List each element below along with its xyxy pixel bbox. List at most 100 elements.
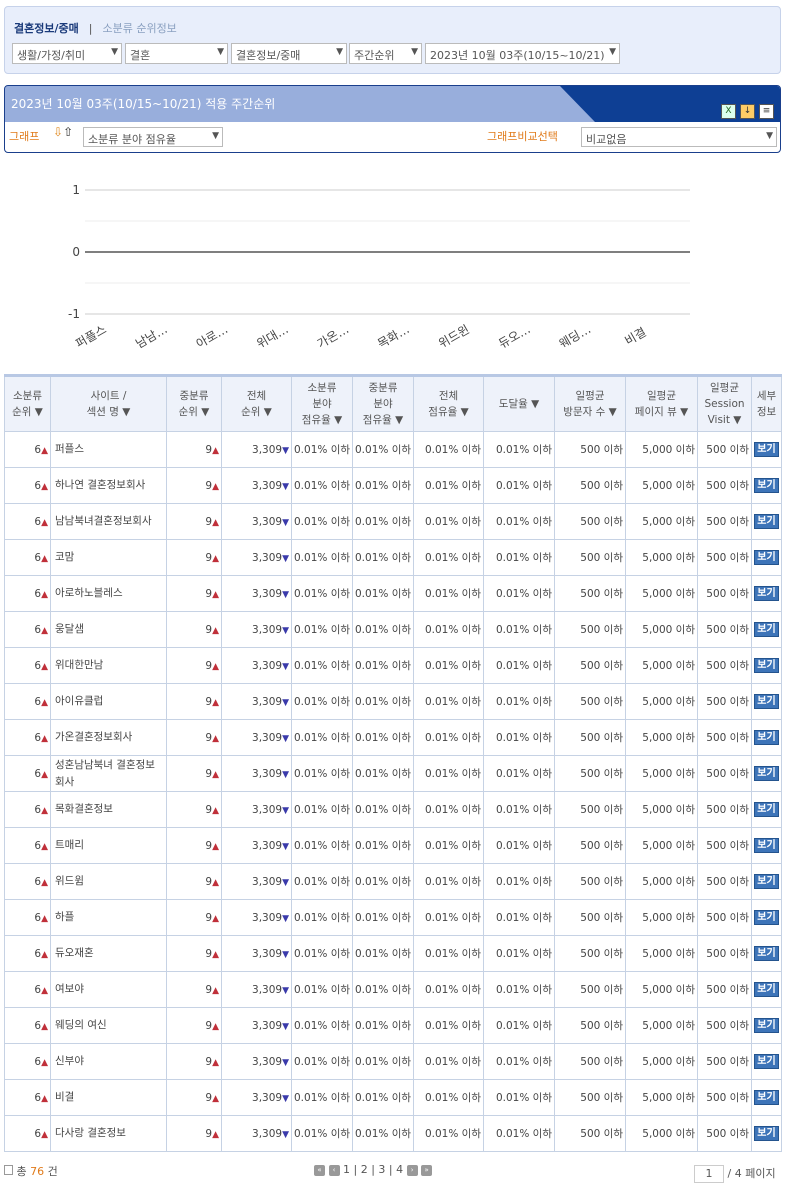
column-header[interactable]: 일평균 Session Visit ▼ (697, 375, 752, 432)
next-page-icon[interactable]: › (406, 1164, 418, 1176)
column-header[interactable]: 전체 점유율 ▼ (413, 375, 484, 432)
site-name[interactable]: 다사랑 결혼정보 (50, 1115, 167, 1152)
site-name[interactable]: 하플 (50, 899, 167, 936)
site-name[interactable]: 하나연 결혼정보회사 (50, 467, 167, 504)
small-rank: 6▲ (4, 863, 51, 900)
table-row: 6▲ 여보야 9▲ 3,309▼ 0.01% 이하 0.01% 이하 0.01%… (4, 971, 782, 1008)
view-detail-button[interactable]: 보기 (754, 658, 779, 673)
column-header[interactable]: 소분류 분야 점유율 ▼ (291, 375, 353, 432)
view-detail-button[interactable]: 보기 (754, 982, 779, 997)
x-tick-label: 목화… (375, 322, 412, 351)
column-header[interactable]: 소분류 순위 ▼ (4, 375, 51, 432)
download-icon[interactable]: ↓ (740, 104, 755, 119)
view-detail-button[interactable]: 보기 (754, 802, 779, 817)
small-rank: 6▲ (4, 899, 51, 936)
print-icon[interactable]: ≡ (759, 104, 774, 119)
category-mid-select[interactable]: 결혼 ▼ (125, 43, 228, 64)
sort-arrows-icon[interactable]: ⇩⇧ (53, 125, 74, 139)
view-detail-button[interactable]: 보기 (754, 1126, 779, 1141)
column-header[interactable]: 도달율 ▼ (483, 375, 555, 432)
site-name[interactable]: 듀오재혼 (50, 935, 167, 972)
small-rank: 6▲ (4, 575, 51, 612)
view-detail-button[interactable]: 보기 (754, 586, 779, 601)
small-share: 0.01% 이하 (291, 431, 353, 468)
view-detail-button[interactable]: 보기 (754, 874, 779, 889)
graph-metric-select[interactable]: 소분류 분야 점유율 ▼ (83, 127, 223, 147)
view-detail-button[interactable]: 보기 (754, 1054, 779, 1069)
site-name[interactable]: 코맘 (50, 539, 167, 576)
site-name[interactable]: 웅달샘 (50, 611, 167, 648)
site-name[interactable]: 위드윔 (50, 863, 167, 900)
small-share: 0.01% 이하 (291, 611, 353, 648)
site-name[interactable]: 신부야 (50, 1043, 167, 1080)
mid-share: 0.01% 이하 (352, 971, 414, 1008)
view-detail-button[interactable]: 보기 (754, 838, 779, 853)
week-select[interactable]: 2023년 10월 03주(10/15~10/21) ▼ (425, 43, 620, 64)
session-visit: 500 이하 (697, 1043, 752, 1080)
view-detail-button[interactable]: 보기 (754, 946, 779, 961)
prev-page-icon[interactable]: ‹ (328, 1164, 340, 1176)
column-header[interactable]: 일평균 페이지 뷰 ▼ (625, 375, 698, 432)
session-visit: 500 이하 (697, 827, 752, 864)
visitors: 500 이하 (554, 719, 626, 756)
site-name[interactable]: 아로하노블레스 (50, 575, 167, 612)
page-input[interactable]: 1 (694, 1165, 724, 1183)
view-detail-button[interactable]: 보기 (754, 550, 779, 565)
small-rank: 6▲ (4, 539, 51, 576)
reach: 0.01% 이하 (483, 899, 555, 936)
view-detail-button[interactable]: 보기 (754, 442, 779, 457)
site-name[interactable]: 퍼플스 (50, 431, 167, 468)
view-detail-button[interactable]: 보기 (754, 622, 779, 637)
small-rank: 6▲ (4, 1079, 51, 1116)
category-large-select[interactable]: 생활/가정/취미 ▼ (12, 43, 122, 64)
site-name[interactable]: 위대한만남 (50, 647, 167, 684)
view-detail-button[interactable]: 보기 (754, 766, 779, 781)
session-visit: 500 이하 (697, 1115, 752, 1152)
mid-rank: 9▲ (166, 971, 222, 1008)
column-header[interactable]: 중분류 순위 ▼ (166, 375, 222, 432)
period-type-select[interactable]: 주간순위 ▼ (349, 43, 422, 64)
session-visit: 500 이하 (697, 683, 752, 720)
column-header[interactable]: 전체 순위 ▼ (221, 375, 292, 432)
site-name[interactable]: 성혼남남북녀 결혼정보회사 (50, 755, 167, 792)
view-detail-button[interactable]: 보기 (754, 514, 779, 529)
view-detail-button[interactable]: 보기 (754, 694, 779, 709)
excel-icon[interactable]: X (721, 104, 736, 119)
table-row: 6▲ 듀오재혼 9▲ 3,309▼ 0.01% 이하 0.01% 이하 0.01… (4, 935, 782, 972)
page-3[interactable]: 3 (378, 1163, 386, 1176)
view-detail-button[interactable]: 보기 (754, 1090, 779, 1105)
last-page-icon[interactable]: » (421, 1164, 433, 1176)
site-name[interactable]: 웨딩의 여신 (50, 1007, 167, 1044)
view-detail-button[interactable]: 보기 (754, 910, 779, 925)
small-rank: 6▲ (4, 1043, 51, 1080)
site-name[interactable]: 가온결혼정보회사 (50, 719, 167, 756)
column-header[interactable]: 일평균 방문자 수 ▼ (554, 375, 626, 432)
mid-share: 0.01% 이하 (352, 1007, 414, 1044)
view-detail-button[interactable]: 보기 (754, 1018, 779, 1033)
page-4[interactable]: 4 (396, 1163, 404, 1176)
x-tick-label: 비결 (622, 325, 648, 348)
session-visit: 500 이하 (697, 971, 752, 1008)
ranking-panel: 2023년 10월 03주(10/15~10/21) 적용 주간순위 X ↓ ≡… (4, 85, 781, 153)
view-detail-button[interactable]: 보기 (754, 730, 779, 745)
site-name[interactable]: 비결 (50, 1079, 167, 1116)
breadcrumb-link[interactable]: 소분류 순위정보 (102, 22, 177, 35)
site-name[interactable]: 남남북녀결혼정보회사 (50, 503, 167, 540)
site-name[interactable]: 아이유클럽 (50, 683, 167, 720)
page-1[interactable]: 1 (343, 1163, 350, 1176)
column-header[interactable]: 사이트 / 섹션 명 ▼ (50, 375, 167, 432)
small-rank: 6▲ (4, 719, 51, 756)
view-detail-button[interactable]: 보기 (754, 478, 779, 493)
mid-share: 0.01% 이하 (352, 827, 414, 864)
first-page-icon[interactable]: « (314, 1164, 325, 1176)
category-small-select[interactable]: 결혼정보/중매 ▼ (231, 43, 347, 64)
site-name[interactable]: 여보야 (50, 971, 167, 1008)
compare-select[interactable]: 비교없음 ▼ (581, 127, 777, 147)
site-name[interactable]: 트매리 (50, 827, 167, 864)
site-name[interactable]: 목화결혼정보 (50, 791, 167, 828)
total-rank: 3,309▼ (221, 1115, 292, 1152)
column-header[interactable]: 중분류 분야 점유율 ▼ (352, 375, 414, 432)
reach: 0.01% 이하 (483, 719, 555, 756)
page-2[interactable]: 2 (360, 1163, 368, 1176)
reach: 0.01% 이하 (483, 647, 555, 684)
